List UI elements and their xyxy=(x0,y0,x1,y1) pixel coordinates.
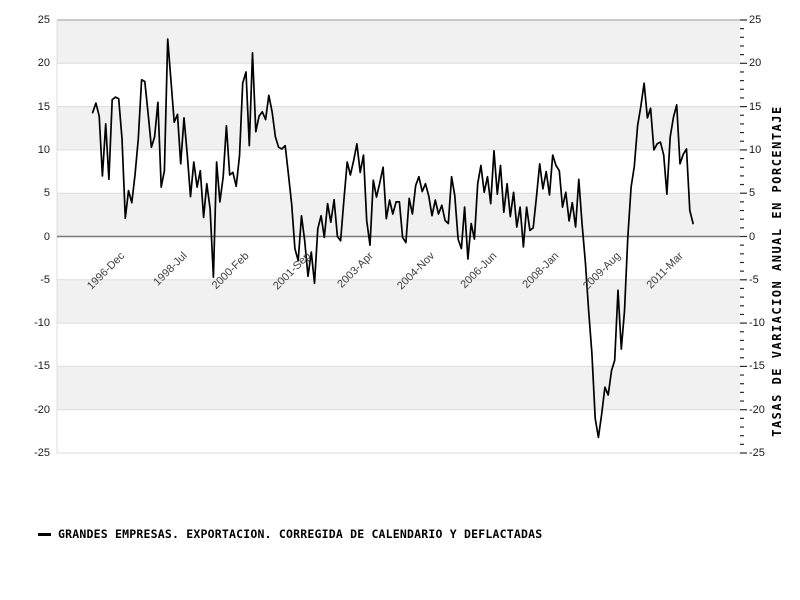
legend-line-marker xyxy=(38,532,51,536)
y-axis-tick-label-right: -20 xyxy=(749,403,765,416)
plot-band xyxy=(57,366,740,410)
y-axis-tick-label-right: 25 xyxy=(749,14,762,26)
y-axis-tick-label-right: -10 xyxy=(749,317,765,330)
plot-band xyxy=(57,63,740,107)
y-axis-tick-label-right: 10 xyxy=(749,143,762,156)
plot-band xyxy=(57,20,740,64)
plot-band xyxy=(57,106,740,150)
right-axis-title-text: TASAS DE VARIACION ANUAL EN PORCENTAJE xyxy=(770,105,784,437)
y-axis-tick-label-left: -25 xyxy=(34,447,50,459)
plot-band xyxy=(57,193,740,237)
y-axis-tick-label-right: 0 xyxy=(749,230,756,243)
legend: GRANDES EMPRESAS. EXPORTACION. CORREGIDA… xyxy=(38,526,542,542)
plot-band xyxy=(57,409,740,453)
y-axis-tick-label-right: -5 xyxy=(749,273,759,286)
y-axis-tick-label-right: -15 xyxy=(749,360,765,373)
y-axis-tick-label-left: 0 xyxy=(43,230,50,243)
y-axis-tick-label-right: 15 xyxy=(749,100,762,113)
y-axis-tick-label-right: 20 xyxy=(749,57,762,70)
y-axis-tick-label-left: 20 xyxy=(37,57,50,70)
y-axis-tick-label-left: -20 xyxy=(34,403,50,416)
y-axis-tick-label-right: -25 xyxy=(749,447,765,459)
plot-band xyxy=(57,149,740,194)
plot-band xyxy=(57,323,740,367)
legend-label: GRANDES EMPRESAS. EXPORTACION. CORREGIDA… xyxy=(58,527,543,541)
y-axis-tick-label-left: 15 xyxy=(37,100,50,113)
y-axis-tick-label-left: 25 xyxy=(37,14,50,26)
y-axis-tick-label-left: -10 xyxy=(34,317,50,330)
data-line-series xyxy=(91,38,694,439)
y-axis-tick-label-left: 5 xyxy=(43,187,50,200)
y-axis-tick-label-left: 10 xyxy=(37,143,50,156)
y-axis-tick-label-right: 5 xyxy=(749,187,756,200)
y-axis-tick-label-left: -5 xyxy=(40,273,50,286)
y-axis-tick-label-left: -15 xyxy=(34,360,50,373)
